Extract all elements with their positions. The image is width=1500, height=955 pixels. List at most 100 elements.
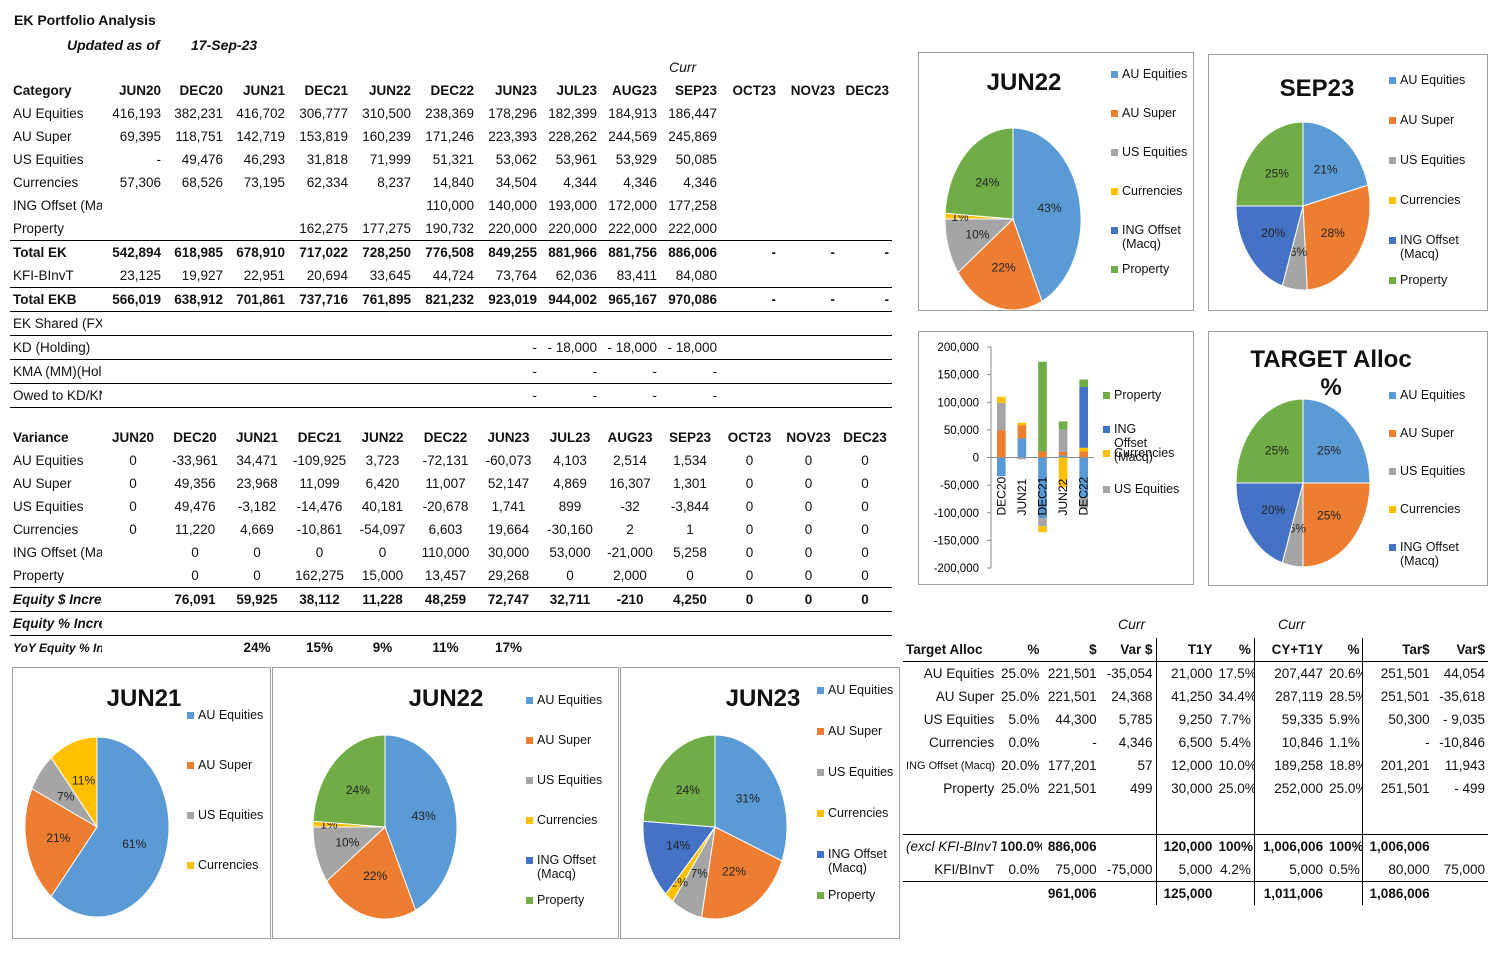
pie-chart-legend: AU Equities AU Super US Equities Currencies (187, 708, 263, 908)
legend-label: AU Super (1400, 113, 1455, 127)
table-cell: 4,250 (660, 587, 720, 612)
table-cell: 186,447 (668, 106, 717, 121)
legend-item: Property (817, 888, 893, 929)
table-row: KMA (MM)(Holding)---- (10, 359, 892, 384)
column-header: AUG23 (611, 83, 657, 98)
legend-swatch (1389, 157, 1396, 164)
table-cell: 4,346 (623, 175, 657, 190)
table-cell (838, 359, 892, 384)
table-cell (838, 383, 892, 408)
pie-slice (642, 820, 716, 895)
legend-item: ING Offset (Macq) (817, 847, 893, 888)
pie-slice (714, 734, 788, 862)
table-cell (288, 359, 351, 384)
table-cell: 100% (1215, 834, 1255, 858)
table-cell: 252,000 (1274, 781, 1324, 796)
column-header: JUN20 (118, 83, 161, 98)
table-cell: 2,000 (613, 568, 647, 583)
pie-chart: 21% 28% 6% 20% 25% (1235, 121, 1371, 291)
pie-slice-label: 14% (666, 839, 690, 853)
table-cell: 1,534 (673, 453, 707, 468)
legend-label: ING Offset (Macq) (1400, 233, 1459, 261)
column-header: Tar$ (1362, 638, 1433, 662)
table-cell: -21,000 (607, 545, 653, 560)
table-cell: 17.5% (1215, 661, 1255, 685)
table-cell: 15% (288, 635, 351, 659)
table-cell: 52,147 (487, 476, 530, 491)
table-cell: 0 (129, 476, 137, 491)
table-cell: 49,476 (181, 152, 223, 167)
table-cell (164, 335, 226, 360)
row-label: AU Super (13, 476, 72, 491)
table-cell: 0 (315, 545, 324, 560)
legend-item: Currencies (1103, 446, 1179, 482)
table-cell (1215, 800, 1255, 835)
table-cell: 886,006 (1047, 839, 1097, 854)
table-cell (1099, 881, 1157, 905)
table-cell: 0.0% (1008, 735, 1040, 750)
table-cell: 184,913 (608, 106, 657, 121)
column-header: T1Y (1156, 638, 1216, 662)
table-cell: 1 (686, 522, 694, 537)
pie-chart-legend: AU Equities AU Super US Equities Currencies… (526, 693, 602, 933)
table-cell: 118,751 (175, 129, 223, 144)
row-label: AU Equities (13, 453, 84, 468)
table-cell: 30,000 (487, 545, 530, 560)
table-cell (600, 612, 660, 636)
table-cell: 190,732 (425, 221, 474, 236)
spacer-row (903, 800, 1488, 835)
column-header: Var $ (1099, 638, 1157, 662)
pie-chart-legend: AU Equities AU Super US Equities Currencies… (1389, 388, 1465, 578)
table-cell: -14,476 (296, 499, 343, 514)
pie-slice-label: 22% (722, 864, 746, 878)
table-cell: -33,961 (172, 453, 218, 468)
table-cell: 0 (253, 568, 261, 583)
column-header: Target Alloc (903, 638, 998, 662)
table-row: AU Equities 416,193 382,231 416,702 306,777 3… (10, 102, 892, 125)
table-cell (288, 383, 351, 408)
table-cell: - (720, 240, 779, 264)
table-cell (1042, 800, 1100, 835)
pie-slice-label: 20% (1261, 226, 1285, 240)
table-cell: 821,232 (414, 287, 477, 312)
column-header: DEC22 (430, 83, 474, 98)
legend-swatch (1389, 117, 1396, 124)
table-cell: 6,500 (1178, 735, 1213, 750)
pie-slice (24, 787, 98, 898)
table-cell: 120,000 (1163, 839, 1213, 854)
table-cell: 4,346 (683, 175, 717, 190)
pie-chart: 25% 25% 5% 20% 25% (1235, 398, 1371, 568)
table-cell: 142,719 (236, 129, 285, 144)
table-cell (1326, 800, 1364, 835)
table-cell: 0 (720, 587, 779, 612)
table-row: Owed to KD/KMA---- (10, 383, 892, 408)
table-cell (660, 311, 720, 336)
table-cell: 31,818 (306, 152, 348, 167)
table-row: KD (Holding) - - 18,000- 18,000- 18,000 (10, 335, 892, 360)
table-cell: 2 (626, 522, 634, 537)
table-cell: 5.4% (1215, 731, 1255, 754)
table-cell: 24,368 (1099, 685, 1157, 708)
column-header: JUN20 (111, 430, 155, 445)
table-cell (164, 194, 226, 217)
table-cell (414, 359, 477, 384)
table-cell: 0 (378, 545, 387, 560)
legend-label: AU Super (1400, 426, 1455, 440)
table-cell (351, 359, 414, 384)
table-cell: 761,895 (351, 287, 414, 312)
row-label: AU Equities (13, 106, 84, 121)
updated-date: 17-Sep-23 (191, 37, 258, 53)
legend-swatch (1103, 450, 1110, 457)
legend-label: Currencies (198, 858, 259, 872)
table-cell: 701,861 (226, 287, 288, 312)
table-cell (779, 383, 838, 408)
pie-slice (1302, 184, 1371, 291)
row-label: ING Offset (Macq) (13, 198, 102, 213)
table-cell: 76,091 (164, 587, 226, 612)
row-label: KD (Holding) (10, 335, 102, 360)
table-cell: 10,846 (1281, 735, 1324, 750)
table-cell: 0 (861, 476, 869, 491)
legend-label: Property (537, 893, 585, 907)
legend-label: US Equities (1114, 482, 1180, 496)
table-cell: 25.0% (1326, 777, 1364, 800)
